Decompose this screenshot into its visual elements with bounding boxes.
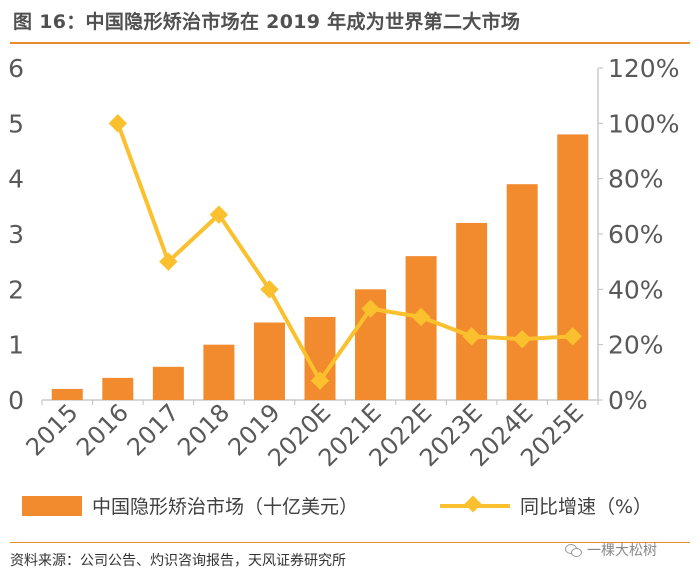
growth-marker <box>512 329 532 349</box>
right-tick-label: 60% <box>608 220 664 249</box>
x-tick-label: 2015 <box>21 398 84 461</box>
source-divider <box>10 542 690 543</box>
bar <box>152 366 184 400</box>
right-tick-label: 20% <box>608 331 664 360</box>
growth-marker <box>209 205 229 224</box>
legend-line-label: 同比增速（%） <box>520 496 652 518</box>
growth-marker <box>411 307 431 327</box>
bar <box>253 322 285 400</box>
bar <box>51 388 83 400</box>
chart: 01234560%20%40%60%80%100%120%20152016201… <box>8 54 679 518</box>
right-tick-label: 100% <box>608 109 679 138</box>
left-tick-label: 3 <box>8 220 24 249</box>
right-tick-label: 80% <box>608 165 664 194</box>
growth-marker <box>310 371 330 390</box>
left-tick-label: 2 <box>8 275 24 304</box>
figure-title: 图 16：中国隐形矫治市场在 2019 年成为世界第二大市场 <box>13 11 521 33</box>
growth-marker <box>159 252 178 271</box>
watermark-text: 一棵大松树 <box>587 543 657 559</box>
title-divider <box>10 42 690 44</box>
bar <box>557 134 589 400</box>
legend-bar-label: 中国隐形矫治市场（十亿美元） <box>92 496 358 518</box>
left-tick-label: 1 <box>8 331 24 360</box>
growth-marker <box>563 327 582 346</box>
bar <box>102 377 134 400</box>
bar <box>506 184 538 400</box>
wechat-icon <box>565 543 583 557</box>
legend-bar-swatch <box>22 496 82 516</box>
growth-marker <box>260 280 279 299</box>
right-tick-label: 120% <box>608 54 679 83</box>
watermark: 一棵大松树 <box>565 540 657 560</box>
right-tick-label: 40% <box>608 275 664 304</box>
left-tick-label: 6 <box>8 54 24 83</box>
legend-line-marker <box>464 495 482 513</box>
growth-marker <box>361 299 380 318</box>
left-tick-label: 5 <box>8 109 24 138</box>
source-note: 资料来源：公司公告、灼识咨询报告，天风证券研究所 <box>10 553 346 569</box>
x-tick-label: 2018 <box>172 398 235 461</box>
x-tick-label: 2017 <box>122 398 185 461</box>
growth-line <box>115 122 573 383</box>
bar <box>456 222 488 400</box>
growth-marker <box>108 114 128 133</box>
left-tick-label: 4 <box>8 165 24 194</box>
left-tick-label: 0 <box>8 386 24 415</box>
x-tick-label: 2016 <box>71 398 134 461</box>
growth-marker <box>462 327 481 346</box>
bar <box>405 256 437 400</box>
bar <box>203 344 235 400</box>
right-tick-label: 0% <box>608 386 648 415</box>
